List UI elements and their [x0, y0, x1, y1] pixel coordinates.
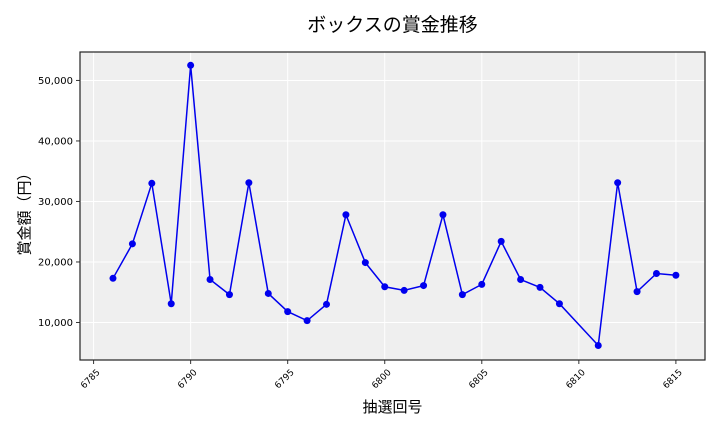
data-point: [167, 300, 175, 308]
x-tick-label: 6785: [79, 368, 102, 391]
data-point: [478, 280, 486, 288]
data-point: [148, 179, 156, 187]
y-tick-label: 10,000: [38, 318, 73, 329]
chart-title: ボックスの賞金推移: [307, 14, 478, 36]
data-point: [225, 291, 233, 299]
x-tick-label: 6795: [273, 368, 296, 391]
data-point: [672, 271, 680, 279]
x-axis-label: 抽選回号: [362, 398, 423, 416]
y-tick-label: 40,000: [38, 136, 73, 147]
y-tick-label: 30,000: [38, 197, 73, 208]
data-point: [109, 274, 117, 282]
data-point: [420, 282, 428, 290]
data-point: [517, 276, 525, 284]
plot-frame: [79, 51, 706, 361]
x-tick-label: 6805: [467, 368, 490, 391]
data-point: [323, 300, 331, 308]
data-point: [633, 288, 641, 296]
plot-area: [80, 52, 705, 360]
data-point: [245, 179, 253, 187]
data-point: [497, 237, 505, 245]
data-point: [594, 341, 602, 349]
data-point: [361, 259, 369, 267]
data-point: [303, 317, 311, 325]
x-tick-label: 6790: [176, 368, 199, 391]
data-point: [458, 291, 466, 299]
x-tick-label: 6815: [662, 368, 685, 391]
data-point: [128, 240, 136, 248]
y-tick-label: 20,000: [38, 257, 73, 268]
data-point: [187, 61, 195, 69]
data-point: [284, 308, 292, 316]
data-point: [342, 211, 350, 219]
data-point: [536, 283, 544, 291]
data-point: [206, 276, 214, 284]
data-point: [439, 211, 447, 219]
data-point: [555, 300, 563, 308]
data-point: [652, 269, 660, 277]
y-tick-label: 50,000: [38, 76, 73, 87]
data-point: [400, 286, 408, 294]
data-point: [264, 289, 272, 297]
data-point: [614, 179, 622, 187]
x-tick-label: 6810: [565, 368, 588, 391]
data-point: [381, 283, 389, 291]
x-tick-label: 6800: [370, 368, 393, 391]
